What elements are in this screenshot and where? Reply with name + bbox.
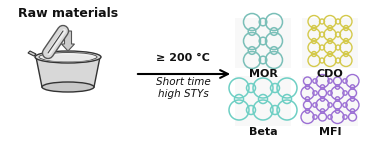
Text: MOR: MOR <box>249 69 277 79</box>
Text: MFI: MFI <box>319 127 341 137</box>
Text: CDO: CDO <box>317 69 343 79</box>
Text: Beta: Beta <box>249 127 277 137</box>
Text: ≥ 200 °C: ≥ 200 °C <box>156 53 210 63</box>
FancyArrow shape <box>62 31 74 51</box>
Polygon shape <box>36 57 100 87</box>
Bar <box>302 76 358 126</box>
Ellipse shape <box>43 54 93 62</box>
Text: Short time
high STYs: Short time high STYs <box>156 77 211 99</box>
Bar <box>235 76 291 126</box>
Bar <box>302 18 358 68</box>
Ellipse shape <box>39 52 97 62</box>
Ellipse shape <box>42 82 94 92</box>
Polygon shape <box>28 51 36 56</box>
Ellipse shape <box>35 51 101 63</box>
Text: Raw materials: Raw materials <box>18 7 118 20</box>
Bar <box>235 18 291 68</box>
